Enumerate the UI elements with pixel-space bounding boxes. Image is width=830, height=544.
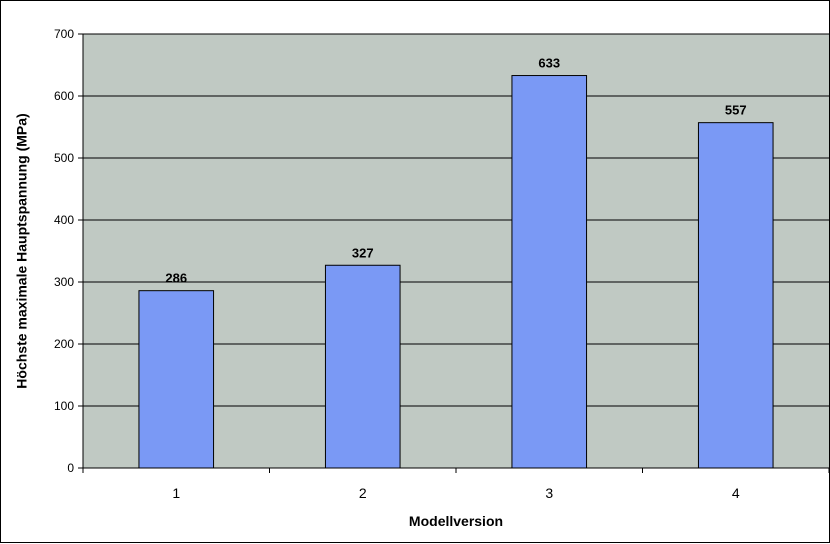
x-tick-label: 1 bbox=[172, 485, 180, 501]
bar-value-label: 286 bbox=[165, 271, 187, 286]
y-tick-label: 0 bbox=[67, 461, 74, 475]
y-tick-label: 500 bbox=[54, 151, 74, 165]
bar bbox=[138, 290, 215, 469]
bar-value-label: 327 bbox=[352, 245, 374, 260]
y-tick-label: 300 bbox=[54, 275, 74, 289]
axes bbox=[78, 33, 830, 473]
x-tick-label: 2 bbox=[359, 485, 367, 501]
y-axis-title: Höchste maximale Hauptspannung (MPa) bbox=[14, 113, 30, 388]
x-tick-label: 4 bbox=[732, 485, 740, 501]
y-tick-label: 100 bbox=[54, 399, 74, 413]
y-tick-label: 600 bbox=[54, 89, 74, 103]
y-tick-label: 700 bbox=[54, 27, 74, 41]
x-axis-title: Modellversion bbox=[409, 513, 503, 529]
x-tick-label: 3 bbox=[545, 485, 553, 501]
bar bbox=[697, 122, 774, 469]
bar bbox=[324, 264, 401, 469]
bar-value-label: 633 bbox=[538, 56, 560, 71]
y-tick-label: 400 bbox=[54, 213, 74, 227]
y-tick-label: 200 bbox=[54, 337, 74, 351]
y-tick-labels: 0 100 200 300 400 500 600 700 bbox=[54, 27, 74, 475]
data-labels: 286 327 633 557 bbox=[165, 56, 746, 286]
bar-value-label: 557 bbox=[725, 103, 747, 118]
bar bbox=[511, 75, 588, 469]
x-tick-labels: 1 2 3 4 bbox=[172, 485, 740, 501]
